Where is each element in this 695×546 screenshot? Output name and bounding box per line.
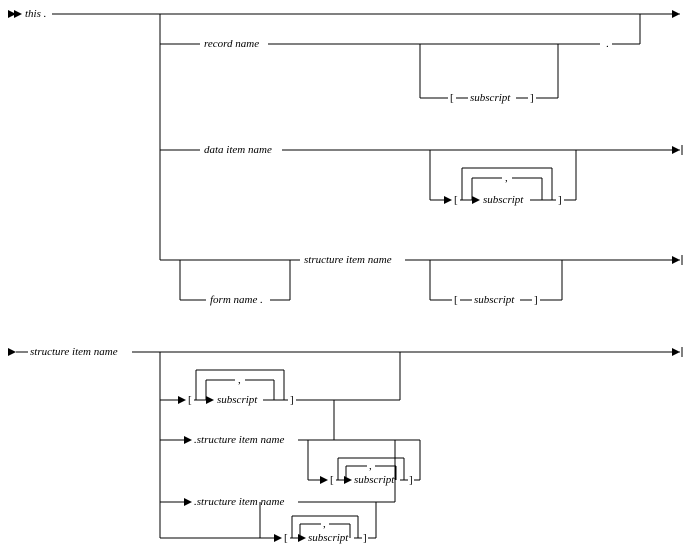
comma-2: , [238,374,241,386]
dot-structure-item-name-2: .structure item name [194,496,284,508]
comma-4: , [323,518,326,530]
structure-item-name-1: structure item name [304,254,392,266]
lbracket: [ [450,92,454,104]
data-item-name-label: data item name [204,144,272,156]
dot-structure-item-name-1: .structure item name [194,434,284,446]
structure-item-name-2: structure item name [30,346,118,358]
subscript-6: subscript [308,532,349,544]
lbracket-5: [ [330,474,334,486]
rbracket-3: ] [534,294,538,306]
comma-1: , [505,172,508,184]
rbracket: ] [530,92,534,104]
lbracket-6: [ [284,532,288,544]
form-name-label: form name . [210,294,263,306]
comma-3: , [369,460,372,472]
subscript-1: subscript [470,92,511,104]
subscript-3: subscript [474,294,515,306]
rbracket-4: ] [290,394,294,406]
subscript-5: subscript [354,474,395,486]
subscript-2: subscript [483,194,524,206]
continue-arrow [672,10,680,18]
lbracket-4: [ [188,394,192,406]
lbracket-3: [ [454,294,458,306]
dot-token: . [606,38,609,50]
this-label: this . [25,8,46,20]
rbracket-2: ] [558,194,562,206]
start-marker-2 [8,348,16,356]
record-name-label: record name [204,38,259,50]
syntax-diagram: this . record name . [ subscript ] data … [0,0,695,546]
start-marker [8,10,22,18]
subscript-4: subscript [217,394,258,406]
lbracket-2: [ [454,194,458,206]
rbracket-5: ] [409,474,413,486]
rbracket-6: ] [363,532,367,544]
